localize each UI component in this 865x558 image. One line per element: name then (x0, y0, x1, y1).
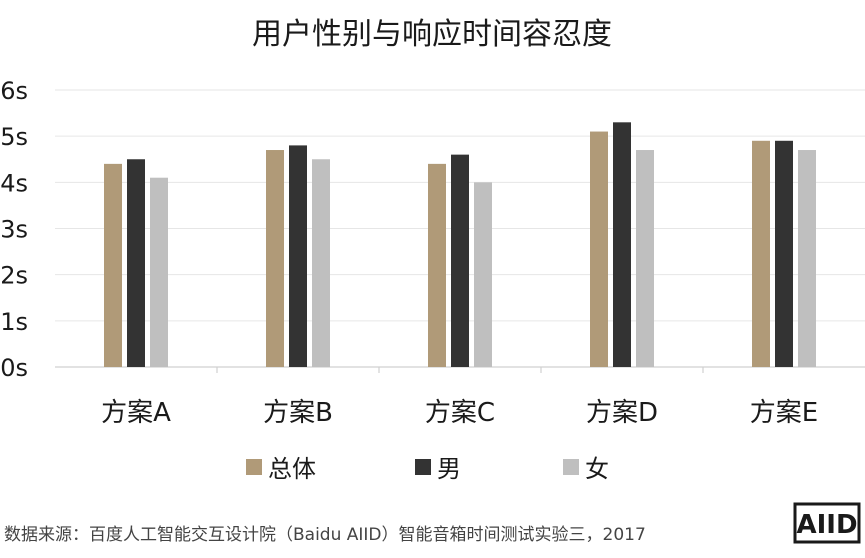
bar (451, 154, 469, 367)
x-tick-label: 方案D (586, 398, 658, 428)
bar (474, 182, 492, 367)
x-tick-label: 方案B (263, 398, 333, 428)
y-tick-label: 1s (0, 308, 28, 336)
bar (428, 163, 446, 367)
bar (312, 159, 330, 367)
source-note: 数据来源：百度人工智能交互设计院（Baidu AIID）智能音箱时间测试实验三，… (4, 525, 646, 545)
bar (150, 177, 168, 367)
bar (104, 163, 122, 367)
legend-label: 女 (585, 455, 609, 483)
bar (613, 122, 631, 367)
y-tick-label: 5s (0, 123, 28, 151)
legend: 总体 男 女 (246, 455, 609, 483)
y-tick-label: 4s (0, 169, 28, 197)
y-tick-label: 3s (0, 216, 28, 244)
y-tick-label: 6s (0, 77, 28, 105)
x-tick-label: 方案E (750, 398, 818, 428)
x-axis-ticks: 方案A 方案B 方案C 方案D 方案E (101, 367, 818, 428)
logo-text: AIID (796, 510, 857, 540)
bar (289, 145, 307, 367)
bar (798, 150, 816, 367)
legend-swatch (415, 459, 431, 475)
bar (590, 131, 608, 367)
bar (266, 150, 284, 367)
x-tick-label: 方案C (425, 398, 495, 428)
bar (775, 140, 793, 367)
legend-swatch (563, 459, 579, 475)
y-axis-ticks: 0s 1s 2s 3s 4s 5s 6s (0, 77, 28, 382)
bars (104, 122, 816, 367)
y-tick-label: 2s (0, 262, 28, 290)
chart-title: 用户性别与响应时间容忍度 (252, 17, 612, 52)
bar (752, 140, 770, 367)
legend-swatch (246, 459, 262, 475)
aiid-logo: AIID (793, 502, 861, 544)
y-tick-label: 0s (0, 354, 28, 382)
legend-label: 总体 (268, 455, 316, 483)
x-tick-label: 方案A (101, 398, 171, 428)
bar (127, 159, 145, 367)
bar (636, 150, 654, 367)
legend-label: 男 (437, 455, 461, 483)
